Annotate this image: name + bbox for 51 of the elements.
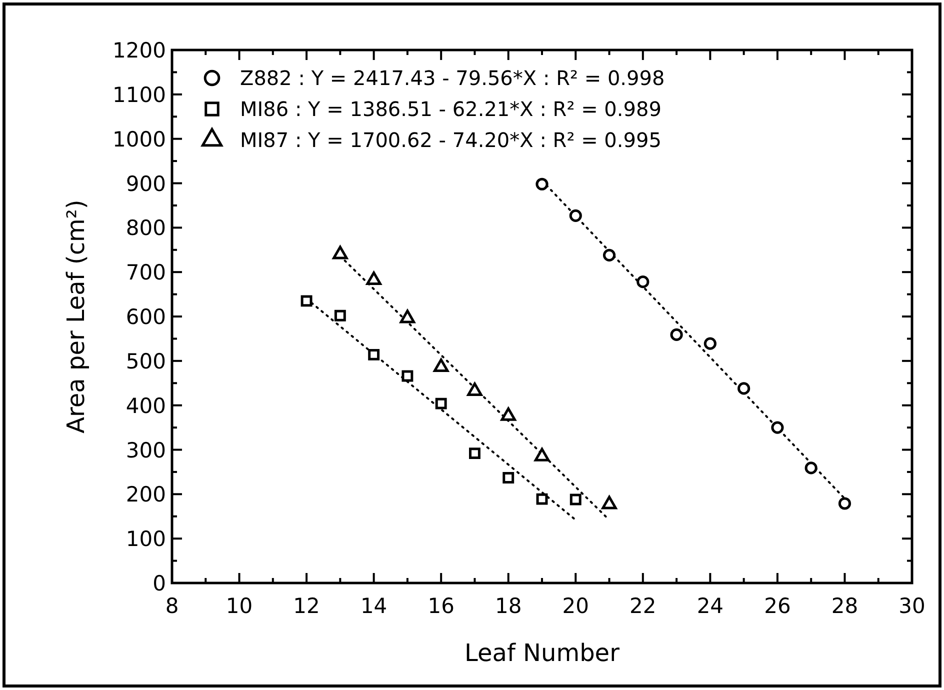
x-tick-label: 10 [226, 594, 253, 618]
point [300, 295, 312, 307]
point [636, 276, 650, 288]
point [334, 310, 346, 322]
point [704, 337, 716, 350]
point [435, 398, 447, 410]
point [368, 348, 380, 360]
x-tick-label: 28 [831, 594, 858, 618]
y-tick-label: 1100 [112, 82, 166, 107]
y-tick-label: 100 [126, 527, 166, 552]
point [804, 462, 818, 474]
x-tick-label: 30 [898, 594, 926, 618]
x-axis-title: Leaf Number [464, 639, 620, 667]
x-tick-label: 16 [428, 594, 454, 618]
point [570, 494, 582, 506]
point [502, 472, 514, 484]
point [771, 421, 784, 434]
y-axis-title: Area per Leaf (cm²) [62, 200, 90, 434]
point [536, 493, 548, 505]
y-tick-label: 500 [126, 349, 166, 374]
x-tick-label: 20 [562, 594, 590, 618]
point [536, 178, 548, 190]
legend-label: Z882 : Y = 2417.43 - 79.56*X : R² = 0.998 [240, 66, 665, 90]
x-tick-label: 8 [165, 594, 179, 618]
x-tick-label: 24 [696, 594, 724, 618]
point [738, 382, 750, 395]
y-tick-label: 300 [126, 438, 166, 462]
point [467, 382, 482, 396]
y-tick-label: 800 [126, 216, 166, 240]
legend-label: MI87 : Y = 1700.62 - 74.20*X : R² = 0.995 [240, 128, 662, 152]
point [402, 370, 414, 382]
x-tick-label: 22 [630, 594, 656, 618]
x-tick-label: 14 [360, 594, 388, 618]
point [602, 248, 616, 262]
x-tick-label: 12 [293, 594, 320, 618]
legend-label: MI86 : Y = 1386.51 - 62.21*X : R² = 0.989 [240, 97, 662, 122]
point [569, 209, 582, 222]
point [838, 497, 852, 510]
y-tick-label: 700 [126, 260, 166, 285]
y-tick-label: 200 [126, 482, 166, 507]
y-tick-label: 1000 [112, 127, 166, 152]
point [469, 448, 480, 460]
point [670, 328, 683, 341]
x-tick-label: 26 [764, 594, 791, 618]
y-tick-label: 0 [152, 572, 166, 596]
y-tick-label: 1200 [112, 38, 166, 63]
y-tick-label: 600 [126, 305, 166, 330]
x-tick-label: 18 [494, 594, 522, 618]
y-tick-label: 400 [126, 394, 166, 418]
y-tick-label: 900 [126, 172, 166, 196]
point [433, 358, 449, 372]
